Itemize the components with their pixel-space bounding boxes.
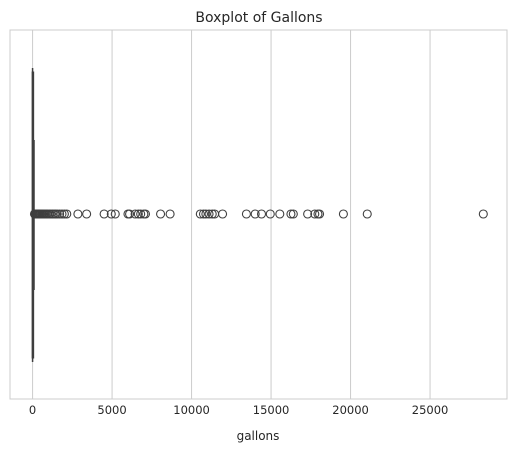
x-tick-label: 10000 bbox=[173, 403, 210, 417]
outlier-point bbox=[362, 209, 372, 219]
outlier-point bbox=[133, 209, 143, 219]
outlier-point bbox=[288, 209, 298, 219]
outlier-point bbox=[110, 209, 120, 219]
x-tick-label: 20000 bbox=[332, 403, 369, 417]
outlier-point bbox=[136, 209, 146, 219]
outlier-point bbox=[201, 209, 211, 219]
outlier-point bbox=[140, 209, 151, 219]
outlier-point bbox=[250, 209, 260, 219]
outlier-point bbox=[57, 209, 67, 219]
outlier-point bbox=[265, 209, 275, 219]
x-axis-label: gallons bbox=[237, 429, 280, 443]
chart-title: Boxplot of Gallons bbox=[195, 10, 322, 26]
outlier-point bbox=[73, 209, 83, 219]
outlier-point bbox=[275, 209, 285, 219]
outlier-point bbox=[338, 209, 348, 219]
x-tick-label: 0 bbox=[29, 403, 36, 417]
x-tick-label: 25000 bbox=[412, 403, 449, 417]
outlier-point bbox=[106, 209, 116, 219]
outlier-point bbox=[256, 209, 267, 219]
outlier-point bbox=[303, 209, 313, 219]
outlier-point bbox=[130, 209, 140, 219]
outlier-point bbox=[59, 209, 69, 219]
outlier-point bbox=[286, 209, 296, 219]
plot-frame bbox=[9, 29, 508, 400]
outlier-point bbox=[99, 209, 109, 219]
outlier-point bbox=[55, 209, 65, 219]
x-tick-label: 5000 bbox=[97, 403, 126, 417]
outlier-point bbox=[198, 209, 209, 219]
outlier-point bbox=[478, 209, 488, 219]
outlier-point bbox=[207, 209, 217, 219]
outlier-point bbox=[165, 209, 175, 219]
outlier-points bbox=[29, 209, 488, 219]
outlier-point bbox=[125, 209, 135, 219]
outlier-point bbox=[156, 209, 166, 219]
outlier-point bbox=[204, 209, 214, 219]
outlier-point bbox=[82, 209, 92, 219]
outlier-point bbox=[241, 209, 251, 219]
x-tick-labels: 0 5000 10000 15000 20000 25000 bbox=[29, 403, 448, 417]
outlier-point bbox=[195, 209, 205, 219]
outlier-point bbox=[310, 209, 320, 219]
outlier-point bbox=[218, 209, 228, 219]
x-tick-label: 15000 bbox=[253, 403, 290, 417]
outlier-point bbox=[52, 209, 62, 219]
outlier-point bbox=[315, 209, 325, 219]
outlier-point bbox=[62, 209, 72, 219]
